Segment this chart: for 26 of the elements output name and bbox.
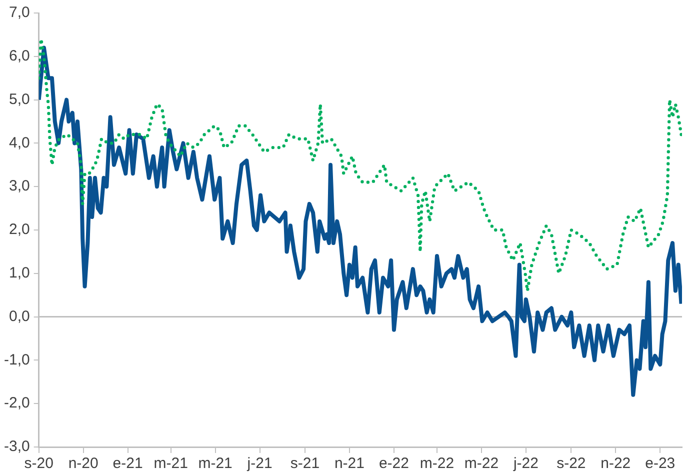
y-tick-label: 4,0 [8,134,30,152]
x-tick-label: s-22 [556,455,586,472]
x-tick-label: m-21 [198,455,232,472]
y-tick-label: -2,0 [4,394,30,412]
x-tick-label: s-21 [290,455,320,472]
y-tick-label: 5,0 [8,90,30,108]
x-tick-label: m-22 [464,455,499,472]
x-tick-label: n-20 [68,455,98,472]
y-tick-label: 7,0 [8,4,30,22]
x-tick-label: j-21 [246,455,272,472]
x-tick-label: e-21 [112,455,143,472]
x-tick-label: j-22 [512,455,538,472]
y-tick-label: -3,0 [4,438,30,456]
x-tick-label: n-21 [334,455,364,472]
x-tick-label: m-21 [154,455,188,472]
y-tick-label: 1,0 [8,264,30,282]
x-tick-label: n-22 [600,455,631,472]
y-tick-label: 6,0 [8,48,30,65]
x-tick-label: m-22 [420,455,454,472]
y-tick-label: 0,0 [8,308,30,325]
y-tick-label: 2,0 [8,221,30,238]
x-tick-label: s-20 [24,455,54,472]
y-tick-label: -1,0 [4,351,30,368]
y-tick-label: 3,0 [8,178,30,195]
x-tick-label: e-23 [645,455,676,472]
x-tick-label: e-22 [378,455,409,472]
